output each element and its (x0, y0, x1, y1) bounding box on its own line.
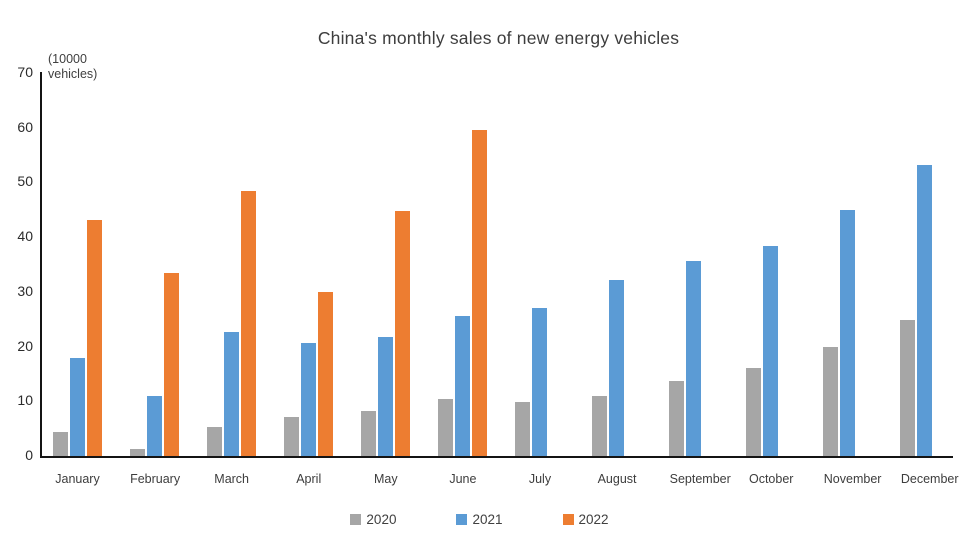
y-axis-tick-20: 20 (17, 337, 33, 354)
bar-2020-june (438, 399, 453, 456)
plot-area (40, 72, 953, 458)
x-axis-label-august: August (597, 472, 637, 486)
legend-label-2021: 2021 (472, 512, 503, 527)
legend-item-2021: 2021 (456, 512, 503, 527)
bar-2021-january (70, 358, 85, 456)
x-axis-label-july: July (528, 472, 552, 486)
y-axis-tick-70: 70 (17, 64, 33, 80)
bar-group-july (515, 72, 564, 456)
bar-2020-december (900, 320, 915, 456)
x-axis-labels: January February March April May June July Augu… (53, 472, 959, 486)
x-axis-label-may: May (374, 472, 398, 486)
bar-2021-september (686, 260, 701, 456)
x-axis-label-december: December (900, 472, 959, 486)
bar-group-march (207, 72, 256, 456)
bar-group-april (284, 72, 333, 456)
legend-item-2022: 2022 (562, 512, 609, 527)
bar-group-may (361, 72, 410, 456)
legend-swatch-2021 (456, 514, 468, 525)
bar-2021-march (224, 332, 239, 456)
x-axis-label-june: June (449, 472, 477, 486)
bar-2020-january (53, 431, 68, 456)
bar-2020-april (284, 416, 299, 456)
y-axis-tick-30: 30 (17, 282, 33, 299)
bar-2021-february (147, 395, 162, 456)
bar-2021-june (455, 315, 470, 456)
bar-group-november (823, 72, 872, 456)
y-axis-tick-40: 40 (17, 228, 33, 245)
bar-2020-november (823, 346, 838, 456)
legend-swatch-2020 (350, 514, 362, 525)
x-axis-label-january: January (55, 472, 100, 486)
bar-group-february (130, 72, 179, 456)
y-axis-tick-0: 0 (25, 447, 33, 463)
bar-group-june (438, 72, 487, 456)
bar-2021-october (763, 246, 778, 456)
legend-label-2022: 2022 (578, 512, 609, 527)
bar-group-august (592, 72, 641, 456)
bar-2021-august (609, 280, 624, 456)
bar-group-october (746, 72, 795, 456)
x-axis-label-september: September (669, 472, 731, 486)
y-axis-tick-labels: 0 10 20 30 40 50 60 70 (0, 64, 33, 463)
bar-2020-october (746, 368, 761, 456)
bar-2022-january (87, 220, 102, 456)
x-axis-label-october: October (748, 472, 794, 486)
bar-2021-november (840, 209, 855, 456)
bar-group-january (53, 72, 102, 456)
bar-2022-february (164, 273, 179, 456)
bar-2021-april (301, 343, 316, 456)
y-axis-tick-60: 60 (17, 118, 33, 135)
bar-series-area (53, 72, 949, 456)
y-axis-unit-label: (10000 vehicles) (48, 52, 98, 81)
legend-item-2020: 2020 (350, 512, 396, 527)
bar-2020-september (669, 380, 684, 456)
bar-2020-august (592, 396, 607, 456)
y-axis-tick-50: 50 (17, 173, 33, 190)
x-axis-label-april: April (296, 472, 322, 486)
bar-group-september (669, 72, 718, 456)
bar-2020-february (130, 448, 145, 456)
x-axis-label-november: November (823, 472, 882, 486)
bar-2022-may (395, 211, 410, 456)
legend-label-2020: 2020 (366, 512, 397, 527)
x-axis-label-march: March (214, 472, 250, 486)
legend: 2020 2021 2022 (0, 512, 959, 527)
bar-2020-july (515, 402, 530, 456)
chart-title: China's monthly sales of new energy vehi… (317, 28, 680, 48)
bar-2020-march (207, 427, 222, 456)
bar-group-december (900, 72, 949, 456)
bar-2022-march (241, 191, 256, 456)
bar-2022-april (318, 292, 333, 456)
legend-swatch-2022 (562, 514, 574, 525)
y-axis-tick-10: 10 (17, 392, 33, 409)
bar-2020-may (361, 411, 376, 456)
bar-2021-may (378, 337, 393, 456)
bar-2022-june (472, 129, 487, 456)
bar-2021-december (917, 165, 932, 456)
x-axis-label-february: February (130, 472, 181, 486)
bar-2021-july (532, 307, 547, 456)
